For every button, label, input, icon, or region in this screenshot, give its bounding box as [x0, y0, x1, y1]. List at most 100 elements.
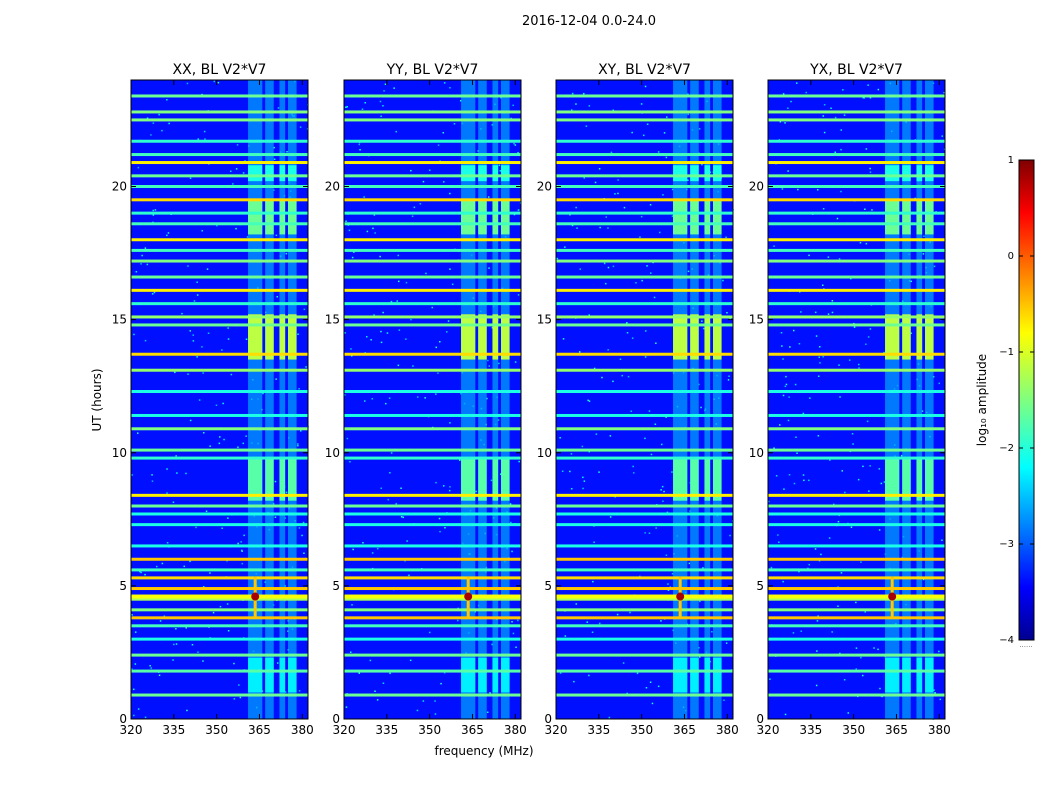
- noise-speckle: [374, 690, 376, 692]
- noise-speckle: [425, 272, 427, 275]
- noise-speckle: [151, 480, 154, 482]
- noise-speckle: [650, 453, 653, 456]
- horizontal-band: [131, 275, 308, 279]
- rfi-subband: [916, 80, 923, 719]
- noise-speckle: [151, 474, 153, 476]
- noise-speckle: [660, 620, 662, 622]
- noise-speckle: [298, 527, 301, 529]
- noise-speckle: [883, 351, 885, 354]
- horizontal-band: [768, 222, 945, 226]
- noise-speckle: [571, 109, 573, 111]
- noise-speckle: [380, 330, 382, 333]
- noise-speckle: [487, 711, 489, 713]
- noise-speckle: [922, 253, 925, 255]
- noise-speckle: [588, 105, 591, 107]
- noise-speckle: [419, 203, 422, 205]
- horizontal-band: [768, 248, 945, 252]
- noise-speckle: [687, 270, 690, 273]
- noise-speckle: [830, 107, 832, 109]
- peak-row: [556, 594, 733, 599]
- noise-speckle: [189, 560, 191, 563]
- y-axis: 0 5 10 15 20: [537, 180, 733, 726]
- y-tick-label: 15: [537, 313, 552, 327]
- noise-speckle: [612, 265, 615, 268]
- noise-speckle: [232, 183, 234, 185]
- noise-speckle: [858, 363, 860, 366]
- noise-speckle: [576, 227, 578, 229]
- noise-speckle: [447, 320, 450, 322]
- noise-speckle: [422, 180, 425, 183]
- noise-speckle: [823, 104, 826, 106]
- noise-speckle: [276, 296, 278, 298]
- horizontal-band: [556, 624, 733, 628]
- horizontal-band: [768, 139, 945, 143]
- colorbar-tick-label: −3: [999, 539, 1014, 550]
- panel-title: XX, BL V2*V7: [173, 62, 267, 78]
- y-tick-label: 10: [749, 446, 764, 460]
- horizontal-band: [131, 94, 308, 98]
- noise-speckle: [800, 311, 802, 313]
- spectrogram-image: [556, 80, 734, 719]
- noise-speckle: [366, 230, 369, 233]
- noise-speckle: [158, 674, 161, 676]
- noise-speckle: [661, 443, 663, 446]
- noise-speckle: [859, 242, 862, 244]
- x-tick-label: 380: [716, 723, 739, 737]
- noise-speckle: [878, 468, 881, 470]
- noise-speckle: [662, 194, 664, 196]
- noise-speckle: [131, 668, 133, 670]
- noise-speckle: [873, 647, 875, 649]
- noise-speckle: [424, 397, 426, 399]
- rfi-subband: [265, 80, 274, 719]
- x-tick-label: 320: [757, 723, 780, 737]
- noise-speckle: [770, 566, 773, 569]
- noise-speckle: [808, 479, 810, 482]
- noise-speckle: [792, 632, 795, 634]
- noise-speckle: [491, 643, 493, 646]
- horizontal-band: [768, 211, 945, 215]
- noise-speckle: [518, 460, 520, 463]
- noise-speckle: [241, 562, 243, 565]
- horizontal-band: [556, 275, 733, 279]
- horizontal-band: [556, 544, 733, 548]
- rfi-block: [461, 165, 476, 182]
- rfi-block: [288, 199, 297, 235]
- noise-speckle: [133, 714, 135, 717]
- noise-speckle: [431, 306, 433, 309]
- horizontal-band: [131, 493, 308, 497]
- horizontal-band: [131, 413, 308, 417]
- rfi-subband: [925, 80, 934, 719]
- noise-speckle: [869, 97, 872, 99]
- noise-speckle: [877, 88, 880, 91]
- noise-speckle: [444, 527, 446, 529]
- rfi-block: [673, 165, 688, 182]
- noise-speckle: [703, 327, 705, 330]
- noise-speckle: [491, 124, 494, 126]
- noise-speckle: [855, 647, 858, 649]
- noise-speckle: [869, 171, 872, 173]
- horizontal-band: [344, 352, 521, 356]
- noise-speckle: [388, 397, 391, 399]
- noise-speckle: [242, 172, 245, 174]
- noise-speckle: [196, 281, 198, 283]
- rfi-block: [501, 165, 510, 182]
- horizontal-band: [768, 587, 945, 591]
- noise-speckle: [435, 393, 437, 395]
- horizontal-band: [768, 597, 945, 601]
- noise-speckle: [373, 214, 376, 216]
- horizontal-band: [344, 413, 521, 417]
- noise-speckle: [377, 547, 379, 550]
- noise-speckle: [831, 631, 833, 633]
- noise-speckle: [303, 552, 305, 554]
- noise-speckle: [923, 235, 925, 237]
- noise-speckle: [371, 398, 373, 400]
- peak-spot: [464, 592, 473, 601]
- noise-speckle: [144, 716, 147, 719]
- colorbar-extra-label: ......: [1019, 641, 1032, 649]
- noise-speckle: [631, 131, 633, 134]
- noise-speckle: [230, 373, 233, 376]
- noise-speckle: [203, 432, 205, 434]
- horizontal-band: [131, 139, 308, 143]
- noise-speckle: [390, 452, 393, 454]
- noise-speckle: [245, 338, 248, 340]
